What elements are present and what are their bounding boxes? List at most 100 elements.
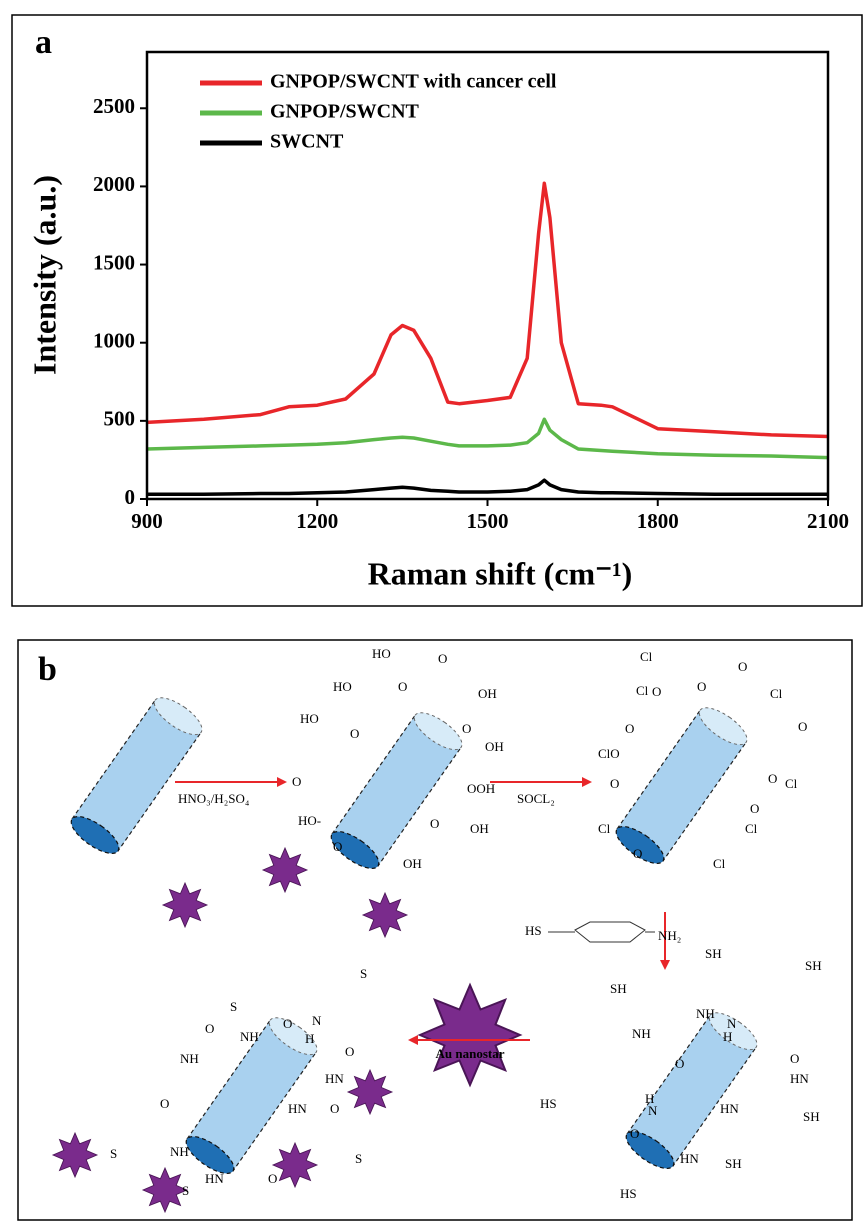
chem-label: Cl [745, 821, 758, 836]
y-tick-label: 1500 [93, 250, 135, 274]
chem-label: N [727, 1016, 737, 1031]
reaction-arrow [175, 777, 670, 1045]
chem-label: O [633, 846, 642, 861]
chem-label: NH [240, 1029, 259, 1044]
chem-label: O [330, 1101, 339, 1116]
chem-label: O [292, 774, 301, 789]
chem-label: HO [333, 679, 352, 694]
chem-label: S [355, 1151, 362, 1166]
chem-label: HO [300, 711, 319, 726]
chem-label: Cl [640, 649, 653, 664]
reagent-label: SOCL₂ [517, 791, 555, 806]
chem-label: O [350, 726, 359, 741]
chem-label: N [312, 1013, 322, 1028]
x-tick-label: 1500 [467, 509, 509, 533]
chem-label: HN [288, 1101, 307, 1116]
panel-b-border [17, 639, 853, 1221]
chem-label: N [648, 1103, 658, 1118]
chem-label: S [360, 966, 367, 981]
chem-label: NH [180, 1051, 199, 1066]
chem-label: OH [478, 686, 497, 701]
chem-label: SH [610, 981, 627, 996]
chem-label: H [645, 1091, 654, 1106]
legend-label: GNPOP/SWCNT with cancer cell [270, 71, 557, 93]
chem-label: NH [170, 1144, 189, 1159]
chem-label: O [768, 771, 777, 786]
chem-label: O [625, 721, 634, 736]
chem-label: NH [696, 1006, 715, 1021]
legend-label: GNPOP/SWCNT [270, 101, 420, 123]
x-tick-label: 900 [131, 509, 163, 533]
chem-label: Cl [785, 776, 798, 791]
chem-label: HS [525, 923, 542, 938]
chem-label: S [182, 1183, 189, 1198]
chem-label: O [283, 1016, 292, 1031]
chem-label: Cl [713, 856, 726, 871]
chem-label: O [268, 1171, 277, 1186]
y-tick-label: 1000 [93, 329, 135, 353]
x-tick-label: 2100 [807, 509, 849, 533]
chem-label: HN [680, 1151, 699, 1166]
plot-frame [145, 50, 830, 501]
panel-label: b [38, 651, 57, 688]
y-tick-label: 2000 [93, 172, 135, 196]
x-tick-label: 1800 [637, 509, 679, 533]
chem-label: S [230, 999, 237, 1014]
chem-label: SH [705, 946, 722, 961]
chem-label: O [430, 816, 439, 831]
chem-label: O [738, 659, 747, 674]
chem-label: ClO [598, 746, 620, 761]
data-line [147, 478, 828, 497]
chem-label: O [462, 721, 471, 736]
chem-label: S [110, 1146, 117, 1161]
y-tick-label: 2500 [93, 94, 135, 118]
x-axis-title: Raman shift (cm⁻¹) [368, 555, 633, 591]
plot: 0 500 1000 1500 2000 2500 900 1200 1500 1800 2100 G… [93, 71, 849, 533]
chem-label: O [630, 1126, 639, 1141]
chem-label: SH [803, 1109, 820, 1124]
chem-label: H [723, 1029, 732, 1044]
chem-label: O [160, 1096, 169, 1111]
chem-label: O [697, 679, 706, 694]
chem-label: OH [403, 856, 422, 871]
reagent-label: HNO₃/H₂SO₄ [178, 791, 250, 806]
panel-a-border [11, 14, 863, 607]
legend-label: SWCNT [270, 131, 344, 153]
chem-label: HN [325, 1071, 344, 1086]
chem-label: OOH [467, 781, 495, 796]
chem-label: HN [205, 1171, 224, 1186]
chem-label: H [305, 1031, 314, 1046]
y-tick-label: 0 [125, 485, 136, 509]
chem-label: O [798, 719, 807, 734]
chem-label: SH [725, 1156, 742, 1171]
data-line [146, 181, 829, 439]
chem-label: O [438, 651, 447, 666]
chem-label: NH₂ [658, 928, 681, 943]
chem-label: HO- [298, 813, 321, 828]
chem-label: O [652, 684, 661, 699]
chem-label: SH [805, 958, 822, 973]
chem-label: HN [720, 1101, 739, 1116]
chem-label: HO [372, 646, 391, 661]
chem-label: O [790, 1051, 799, 1066]
y-axis-title: Intensity (a.u.) [26, 175, 62, 375]
chem-label: O [333, 839, 342, 854]
chem-label: NH [632, 1026, 651, 1041]
chem-label: Cl [636, 683, 649, 698]
chem-label: O [675, 1056, 684, 1071]
chem-label: O [750, 801, 759, 816]
data-line [146, 417, 829, 460]
chem-label: O [205, 1021, 214, 1036]
chem-label: HN [790, 1071, 809, 1086]
chem-label: O [610, 776, 619, 791]
benzene-ring [548, 921, 655, 943]
chem-label: Cl [598, 821, 611, 836]
y-tick-label: 500 [104, 407, 136, 431]
chem-label: O [345, 1044, 354, 1059]
chem-label: HS [540, 1096, 557, 1111]
panel-label: a [35, 24, 52, 61]
reagent-label: Au nanostar [436, 1046, 505, 1061]
chem-label: O [398, 679, 407, 694]
